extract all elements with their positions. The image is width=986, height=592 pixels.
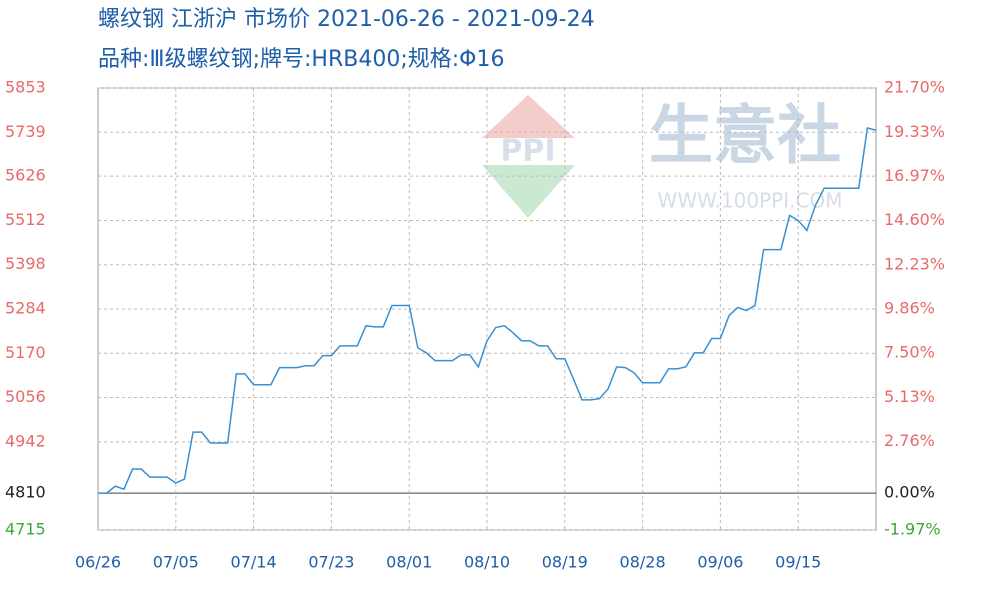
y-tick-label: 4715	[5, 520, 46, 539]
y-tick-label: 4810	[5, 483, 46, 502]
x-tick-label: 06/26	[75, 553, 121, 572]
x-tick-label: 08/01	[386, 553, 432, 572]
watermark-url: WWW.100PPI.COM	[658, 189, 843, 213]
y2-tick-label: 0.00%	[884, 483, 935, 502]
x-tick-label: 08/10	[464, 553, 510, 572]
y-tick-label: 5739	[5, 122, 46, 141]
y2-tick-label: 2.76%	[884, 431, 935, 450]
y2-tick-label: 7.50%	[884, 343, 935, 362]
x-tick-label: 07/14	[231, 553, 277, 572]
y2-tick-label: 9.86%	[884, 299, 935, 318]
y-tick-label: 5512	[5, 210, 46, 229]
y2-tick-label: 12.23%	[884, 254, 945, 273]
chart-title: 螺纹钢 江浙沪 市场价 2021-06-26 - 2021-09-24	[98, 7, 595, 32]
watermark: 生意社	[649, 100, 841, 174]
y2-tick-label: -1.97%	[884, 520, 941, 539]
y-tick-label: 5056	[5, 387, 46, 406]
x-tick-label: 09/15	[775, 553, 821, 572]
x-tick-label: 07/05	[153, 553, 199, 572]
x-tick-label: 08/19	[542, 553, 588, 572]
watermark-logo: PPI	[482, 95, 575, 218]
y2-tick-label: 19.33%	[884, 122, 945, 141]
y2-tick-label: 5.13%	[884, 387, 935, 406]
x-tick-label: 08/28	[620, 553, 666, 572]
svg-text:PPI: PPI	[500, 134, 555, 169]
y2-tick-label: 14.60%	[884, 210, 945, 229]
x-tick-label: 09/06	[697, 553, 743, 572]
y-tick-label: 5853	[5, 78, 46, 97]
y-tick-label: 5170	[5, 343, 46, 362]
y-tick-label: 5626	[5, 166, 46, 185]
chart-subtitle: 品种:Ⅲ级螺纹钢;牌号:HRB400;规格:Φ16	[98, 47, 504, 72]
y-tick-label: 4942	[5, 431, 46, 450]
x-tick-label: 07/23	[308, 553, 354, 572]
y-tick-label: 5284	[5, 299, 46, 318]
y2-tick-label: 16.97%	[884, 166, 945, 185]
y-tick-label: 5398	[5, 254, 46, 273]
price-line	[98, 127, 877, 494]
y2-tick-label: 21.70%	[884, 78, 945, 97]
